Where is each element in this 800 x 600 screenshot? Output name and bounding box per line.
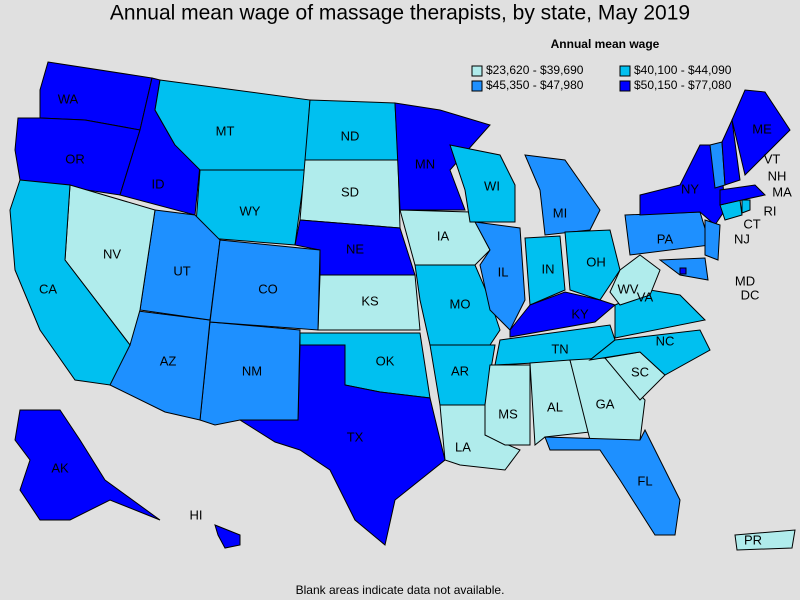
state-label: MN [415,156,435,171]
state-label: IN [542,261,555,276]
state-shape [474,221,526,331]
state-label: OK [376,353,395,368]
states [9,61,796,551]
state-label: NJ [734,231,750,246]
footnote: Blank areas indicate data not available. [296,583,505,597]
state-label: AL [547,399,563,414]
state-label: IL [498,264,509,279]
state-label: NM [242,363,262,378]
state-label: MO [450,296,471,311]
state-label: ME [752,121,772,136]
state-shape [544,428,681,536]
state-shape [734,529,796,551]
state-label: PA [657,231,674,246]
state-shape [484,364,531,446]
state-label: NY [681,181,699,196]
state-shape [704,219,721,261]
state-label: PR [744,532,762,547]
map-title: Annual mean wage of massage therapists, … [110,2,690,25]
legend-label: $23,620 - $39,690 [486,63,584,77]
state-label: VA [637,289,654,304]
state-label: NH [768,168,787,183]
state-label: WV [618,281,639,296]
state-shape [564,229,621,301]
legend: $23,620 - $39,690 $40,100 - $44,090 $45,35… [471,63,732,92]
state-shape [524,235,566,306]
state-label: SD [341,184,359,199]
state-label: NC [656,333,675,348]
state-label: TX [347,429,364,444]
state-shape [588,329,711,376]
state-shape [741,199,751,214]
state-label: UT [173,263,190,278]
state-shape [449,144,516,223]
state-label: NE [346,241,364,256]
state-shape [524,154,601,236]
legend-swatch [471,80,483,92]
state-label: WY [240,203,261,218]
state-labels: WA OR ID MT WY ND SD NE KS OK TX NM AZ UT CO NV CA MN IA MO… [39,91,792,547]
state-shape [238,344,446,546]
state-label: OR [65,151,85,166]
state-shape [209,239,321,331]
state-label: MS [498,406,518,421]
state-label: CO [258,281,278,296]
state-label: HI [190,507,203,522]
state-label: WA [58,91,79,106]
state-shape [414,264,501,346]
state-shape [609,254,661,306]
legend-title: Annual mean wage [551,37,660,51]
state-label: OH [586,254,606,269]
state-label: CA [39,281,57,296]
state-label: NV [103,246,121,261]
legend-label: $45,350 - $47,980 [486,78,584,92]
state-label: IA [437,228,450,243]
legend-label: $50,150 - $77,080 [634,78,732,92]
state-label: WI [484,178,500,193]
state-label: AK [51,460,69,475]
state-shape [731,89,791,176]
state-label: MT [216,123,235,138]
state-label: RI [764,203,777,218]
state-label: MI [553,205,567,220]
legend-swatch [619,65,631,77]
state-label: MD [735,273,755,288]
state-label: TN [551,341,568,356]
state-label: LA [455,439,471,454]
state-shape [14,409,161,521]
state-label: AZ [160,353,177,368]
state-label: AR [451,363,469,378]
state-label: KS [361,293,379,308]
legend-label: $40,100 - $44,090 [634,63,732,77]
state-shape [9,179,131,386]
state-label: FL [637,473,652,488]
state-label: MA [772,184,792,199]
state-shape [679,267,687,275]
state-label: CT [743,216,760,231]
legend-swatch [471,65,483,77]
state-shape [721,118,741,186]
state-shape [719,184,767,206]
state-label: DC [741,287,760,302]
state-label: ND [341,128,360,143]
legend-swatch [619,80,631,92]
state-shape [509,291,616,338]
state-shape [214,524,241,549]
state-shape [399,209,491,266]
state-label: GA [596,396,615,411]
state-label: ID [152,176,165,191]
state-label: KY [571,306,589,321]
state-label: VT [764,151,781,166]
state-label: SC [631,364,649,379]
